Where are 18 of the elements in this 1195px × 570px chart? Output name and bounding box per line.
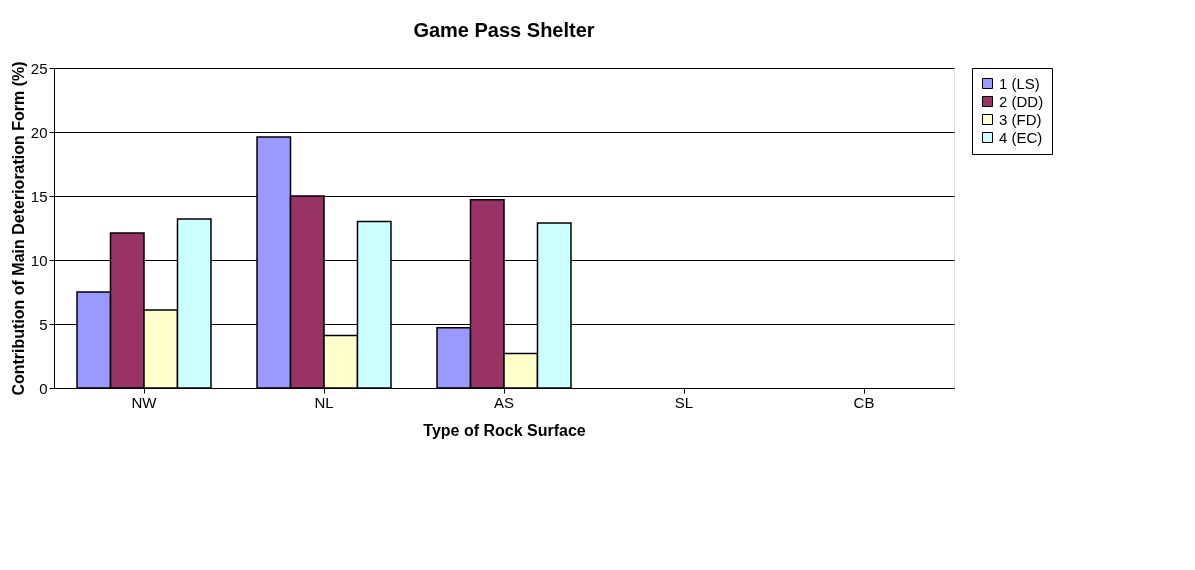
x-axis-title: Type of Rock Surface [423, 421, 586, 439]
x-tick-label: AS [493, 393, 515, 411]
x-tick-label: SL [674, 393, 694, 411]
x-tick-label: CB [853, 393, 875, 411]
legend-label: 1 (LS) [999, 74, 1040, 92]
legend-label: 4 (EC) [999, 128, 1043, 146]
x-tick-label: NL [314, 393, 334, 411]
y-tick-label: 5 [39, 315, 48, 333]
legend-label: 3 (FD) [999, 110, 1042, 128]
chart-title: Game Pass Shelter [413, 18, 595, 41]
y-axis-title: Contribution of Main Deterioration Form (%) [9, 61, 27, 396]
y-tick-label: 10 [30, 251, 48, 269]
legend-label: 2 (DD) [999, 92, 1044, 110]
y-tick-label: 0 [39, 379, 48, 397]
y-tick-label: 15 [30, 187, 48, 205]
y-tick-label: 25 [30, 59, 48, 77]
x-tick-label: NW [131, 393, 158, 411]
y-tick-label: 20 [30, 123, 48, 141]
